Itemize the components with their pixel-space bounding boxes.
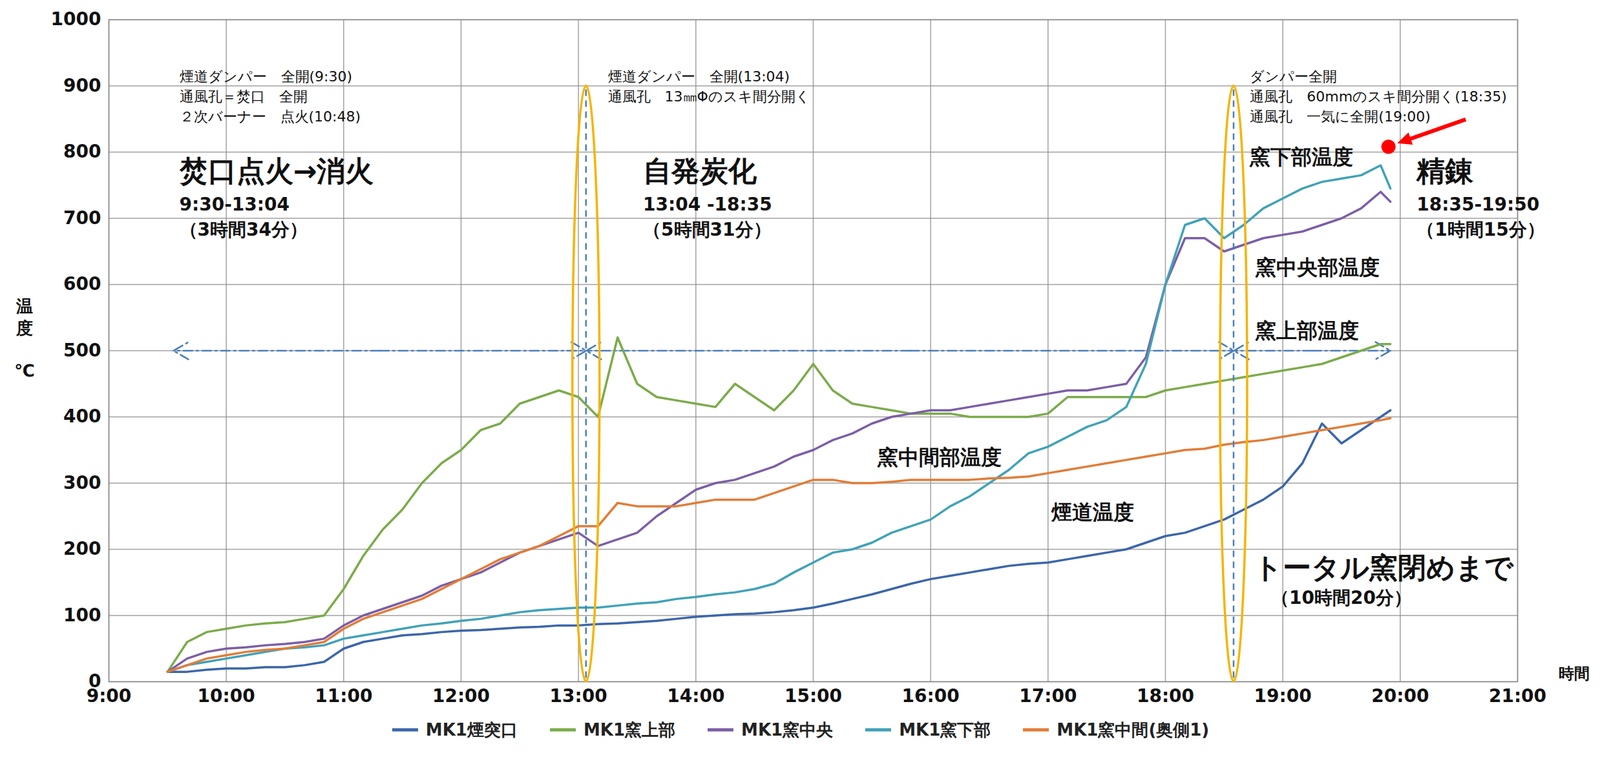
svg-text:11:00: 11:00 <box>314 685 373 707</box>
html-text:MK1窯中央: MK1窯中央 <box>741 720 834 740</box>
html-text:MK1煙突口: MK1煙突口 <box>425 720 518 740</box>
svg-text:窯中央部温度: 窯中央部温度 <box>1254 255 1380 280</box>
svg-text:13:00: 13:00 <box>549 685 608 707</box>
svg-text:℃: ℃ <box>14 361 35 381</box>
svg-text:焚口点火→消火: 焚口点火→消火 <box>178 154 375 188</box>
svg-text:温: 温 <box>15 296 33 316</box>
svg-text:自発炭化: 自発炭化 <box>642 154 758 188</box>
svg-text:（10時間20分）: （10時間20分） <box>1271 587 1412 609</box>
svg-text:900: 900 <box>63 74 101 97</box>
html-text:MK1窯中間(奥側1): MK1窯中間(奥側1) <box>1056 720 1210 740</box>
svg-text:度: 度 <box>15 318 33 338</box>
svg-text:２次バーナー 点火(10:48): ２次バーナー 点火(10:48) <box>179 108 362 125</box>
svg-text:通風孔＝焚口 全開: 通風孔＝焚口 全開 <box>179 88 308 105</box>
svg-text:700: 700 <box>63 207 101 229</box>
svg-text:窯上部温度: 窯上部温度 <box>1254 317 1359 343</box>
svg-text:通風孔 13㎜Φのスキ間分開く: 通風孔 13㎜Φのスキ間分開く <box>608 88 811 105</box>
svg-text:煙道ダンパー 全開(9:30): 煙道ダンパー 全開(9:30) <box>179 68 353 85</box>
svg-text:煙道ダンパー 全開(13:04): 煙道ダンパー 全開(13:04) <box>608 68 791 85</box>
svg-text:18:00: 18:00 <box>1136 685 1195 707</box>
svg-text:精錬: 精錬 <box>1415 154 1474 188</box>
svg-text:13:04 -18:35: 13:04 -18:35 <box>642 193 773 216</box>
svg-text:9:30-13:04: 9:30-13:04 <box>179 193 290 216</box>
svg-text:600: 600 <box>63 273 101 295</box>
svg-text:18:35-19:50: 18:35-19:50 <box>1416 193 1540 216</box>
svg-text:17:00: 17:00 <box>1019 685 1077 707</box>
svg-text:15:00: 15:00 <box>784 685 843 707</box>
svg-text:20:00: 20:00 <box>1371 685 1429 707</box>
svg-text:煙道温度: 煙道温度 <box>1050 500 1135 525</box>
svg-text:300: 300 <box>63 472 101 494</box>
svg-text:（3時間34分）: （3時間34分） <box>179 219 308 241</box>
svg-text:500: 500 <box>63 339 101 362</box>
svg-text:10:00: 10:00 <box>197 685 256 707</box>
svg-text:21:00: 21:00 <box>1488 685 1547 707</box>
svg-text:（1時間15分）: （1時間15分） <box>1416 219 1545 241</box>
svg-text:14:00: 14:00 <box>666 685 725 707</box>
svg-text:窯下部温度: 窯下部温度 <box>1249 144 1354 170</box>
html-text:MK1窯下部: MK1窯下部 <box>898 720 991 740</box>
svg-text:ダンパー全開: ダンパー全開 <box>1249 68 1337 85</box>
html-text:MK1窯上部: MK1窯上部 <box>583 720 676 740</box>
svg-text:0: 0 <box>88 670 101 693</box>
svg-text:800: 800 <box>63 140 101 163</box>
svg-text:100: 100 <box>63 604 101 627</box>
svg-text:時間: 時間 <box>1558 664 1590 684</box>
svg-text:1000: 1000 <box>51 8 102 30</box>
svg-text:窯中間部温度: 窯中間部温度 <box>876 445 1002 470</box>
svg-text:通風孔 一気に全開(19:00): 通風孔 一気に全開(19:00) <box>1249 108 1431 125</box>
svg-text:（5時間31分）: （5時間31分） <box>642 219 771 241</box>
svg-text:200: 200 <box>63 538 101 560</box>
svg-text:400: 400 <box>63 405 101 428</box>
svg-text:トータル窯閉めまで: トータル窯閉めまで <box>1253 551 1515 585</box>
svg-text:16:00: 16:00 <box>902 685 960 707</box>
svg-text:9:00: 9:00 <box>86 685 132 708</box>
svg-text:12:00: 12:00 <box>432 685 490 707</box>
svg-text:通風孔 60mmのスキ間分開く(18:35): 通風孔 60mmのスキ間分開く(18:35) <box>1249 88 1507 105</box>
svg-text:19:00: 19:00 <box>1254 685 1312 707</box>
